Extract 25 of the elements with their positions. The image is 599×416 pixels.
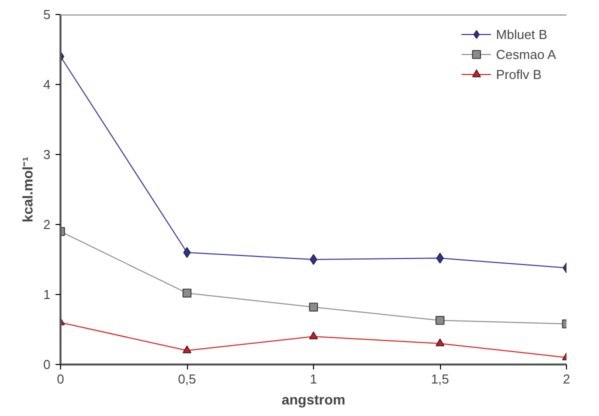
point bbox=[436, 338, 444, 346]
point bbox=[309, 302, 318, 312]
y-tick-label: 5 bbox=[43, 7, 51, 22]
x-tick-label: 1,5 bbox=[430, 372, 450, 386]
x-tick-label: 2 bbox=[562, 372, 570, 386]
x-tick-label: 1 bbox=[310, 372, 318, 386]
legend-label: Cesmao A bbox=[496, 46, 556, 62]
y-tick-label: 2 bbox=[43, 217, 51, 232]
y-tick-label: 4 bbox=[43, 77, 51, 92]
point bbox=[183, 247, 191, 258]
y-tick-label: 0 bbox=[43, 357, 51, 372]
point bbox=[436, 316, 444, 325]
y-axis-title: kcal.mol⁻¹ bbox=[19, 156, 36, 222]
point bbox=[182, 288, 192, 298]
point bbox=[182, 345, 192, 354]
y-tick-label: 3 bbox=[43, 147, 51, 162]
x-tick-label: 0 bbox=[56, 372, 64, 386]
point bbox=[436, 252, 444, 264]
x-axis-title: angstrom bbox=[282, 392, 346, 408]
point bbox=[309, 331, 318, 340]
y-tick-label: 1 bbox=[43, 287, 51, 302]
point bbox=[310, 254, 318, 265]
x-tick-label: 0,5 bbox=[178, 372, 196, 386]
legend-label: Proflv B bbox=[496, 66, 542, 82]
legend-label: Mbluet B bbox=[496, 26, 548, 42]
